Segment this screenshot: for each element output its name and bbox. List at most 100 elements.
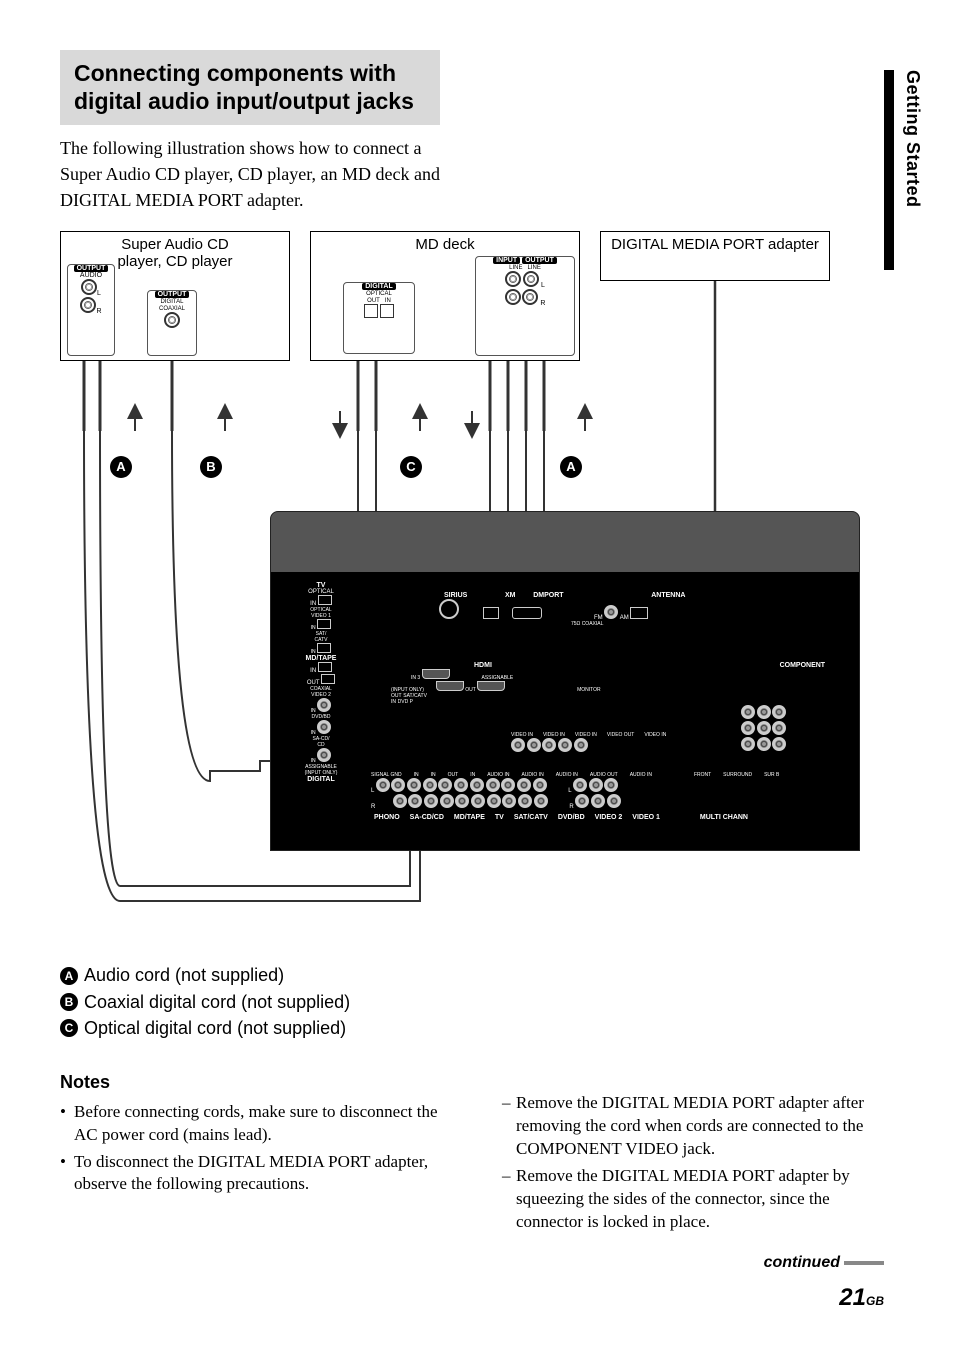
rca-port-icon <box>518 794 532 808</box>
rca-port-icon <box>80 297 96 313</box>
optical-port-icon <box>380 304 394 318</box>
rca-port-icon <box>607 794 621 808</box>
md-input-label: INPUT <box>493 257 520 264</box>
section-title-box: Connecting components with digital audio… <box>60 50 440 125</box>
sacd-output-label: OUTPUT <box>74 265 109 272</box>
recv-satcatv-b-label: SAT/CATV <box>511 814 551 821</box>
rca-port-icon <box>424 794 438 808</box>
legend-bullet-c: C <box>60 1019 78 1037</box>
rca-port-icon <box>505 271 521 287</box>
rca-port-icon <box>407 778 421 792</box>
video-port-icon <box>542 738 556 752</box>
rca-port-icon <box>423 778 437 792</box>
recv-phono-label: PHONO <box>371 814 403 821</box>
recv-antenna-label: ANTENNA <box>648 592 688 599</box>
rca-port-icon <box>604 778 618 792</box>
rca-port-icon <box>408 794 422 808</box>
recv-sirius-label: SIRIUS <box>441 592 470 599</box>
rca-port-icon <box>487 794 501 808</box>
cable-marker-a2: A <box>560 456 582 478</box>
device-md: MD deck DIGITAL OPTICALOUT IN INPUT OUTP… <box>310 231 580 361</box>
recv-hdmi-label: HDMI <box>471 662 495 669</box>
device-dmport-label: DIGITAL MEDIA PORT adapter <box>601 236 829 253</box>
hdmi-port-icon <box>436 681 464 691</box>
fm-port-icon <box>604 605 618 619</box>
hdmi-port-icon <box>477 681 505 691</box>
optical-port-icon <box>364 304 378 318</box>
side-tab: Getting Started <box>884 70 914 270</box>
legend-text-c: Optical digital cord (not supplied) <box>84 1016 346 1040</box>
optical-port-icon <box>317 643 331 653</box>
legend-text-b: Coaxial digital cord (not supplied) <box>84 990 350 1014</box>
recv-v1-b-label: VIDEO 1 <box>629 814 663 821</box>
coax-port-icon <box>317 698 331 712</box>
optical-port-icon <box>318 595 332 605</box>
rca-port-icon <box>522 289 538 305</box>
device-sacd: Super Audio CD player, CD player OUTPUT … <box>60 231 290 361</box>
hdmi-port-icon <box>422 669 450 679</box>
rca-port-icon <box>440 794 454 808</box>
rca-port-icon <box>505 289 521 305</box>
recv-digital-label: DIGITAL <box>304 776 337 783</box>
recv-sacdcd-label: SA-CD/CD <box>407 814 447 821</box>
legend-bullet-b: B <box>60 993 78 1011</box>
video-port-icon <box>558 738 572 752</box>
rca-port-icon <box>470 778 484 792</box>
receiver-back-panel: TV OPTICAL IN OPTICALVIDEO 1IN SAT/CATVI… <box>270 511 860 851</box>
md-output-label: OUTPUT <box>522 257 557 264</box>
xm-port-icon <box>483 607 499 619</box>
component-port-icon <box>757 705 771 719</box>
legend-item-a: A Audio cord (not supplied) <box>60 963 894 987</box>
recv-tv-b-label: TV <box>492 814 507 821</box>
recv-component-label: COMPONENT <box>777 662 829 669</box>
rca-port-icon <box>471 794 485 808</box>
recv-mdtape-label: MD/TAPE <box>303 655 340 662</box>
side-tab-label: Getting Started <box>902 70 923 208</box>
dmport-port-icon <box>512 607 542 619</box>
rca-port-icon <box>591 794 605 808</box>
rca-port-icon <box>391 778 405 792</box>
rca-port-icon <box>455 794 469 808</box>
legend-item-b: B Coaxial digital cord (not supplied) <box>60 990 894 1014</box>
note-item: Before connecting cords, make sure to di… <box>60 1101 452 1147</box>
connection-diagram: Super Audio CD player, CD player OUTPUT … <box>60 231 860 951</box>
rca-port-icon <box>501 778 515 792</box>
rca-port-icon <box>534 794 548 808</box>
coax-port-icon <box>164 312 180 328</box>
rca-port-icon <box>523 271 539 287</box>
cable-legend: A Audio cord (not supplied) B Coaxial di… <box>60 963 894 1040</box>
coax-port-icon <box>317 720 331 734</box>
device-md-label: MD deck <box>311 236 579 253</box>
sacd-digital-coax-label: DIGITALCOAXIAL <box>159 299 185 312</box>
sacd-audio-label: AUDIO <box>80 272 102 279</box>
rca-port-icon <box>533 778 547 792</box>
component-port-icon <box>741 705 755 719</box>
recv-mdtape-b-label: MD/TAPE <box>451 814 488 821</box>
rca-port-icon <box>517 778 531 792</box>
note-item: Remove the DIGITAL MEDIA PORT adapter by… <box>502 1165 894 1234</box>
rca-port-icon <box>573 778 587 792</box>
rca-port-icon <box>589 778 603 792</box>
rca-port-icon <box>393 794 407 808</box>
section-title: Connecting components with digital audio… <box>74 60 426 115</box>
recv-dmport-label: DMPORT <box>530 592 566 599</box>
notes-heading: Notes <box>60 1070 452 1094</box>
device-dmport: DIGITAL MEDIA PORT adapter <box>600 231 830 281</box>
note-item: Remove the DIGITAL MEDIA PORT adapter af… <box>502 1092 894 1161</box>
cable-marker-a: A <box>110 456 132 478</box>
legend-bullet-a: A <box>60 967 78 985</box>
recv-multi-label: MULTI CHANN <box>697 814 751 821</box>
optical-port-icon <box>317 619 331 629</box>
coax-port-icon <box>317 748 331 762</box>
cable-marker-b: B <box>200 456 222 478</box>
recv-assignable-label: ASSIGNABLE(INPUT ONLY) <box>305 764 338 776</box>
recv-tv-label: TV <box>314 582 329 589</box>
component-port-icon <box>772 705 786 719</box>
video-port-icon <box>527 738 541 752</box>
gnd-port-icon <box>376 778 390 792</box>
legend-item-c: C Optical digital cord (not supplied) <box>60 1016 894 1040</box>
sirius-port-icon <box>439 599 459 619</box>
page-number: 21GB <box>839 1284 884 1312</box>
rca-port-icon <box>438 778 452 792</box>
legend-text-a: Audio cord (not supplied) <box>84 963 284 987</box>
